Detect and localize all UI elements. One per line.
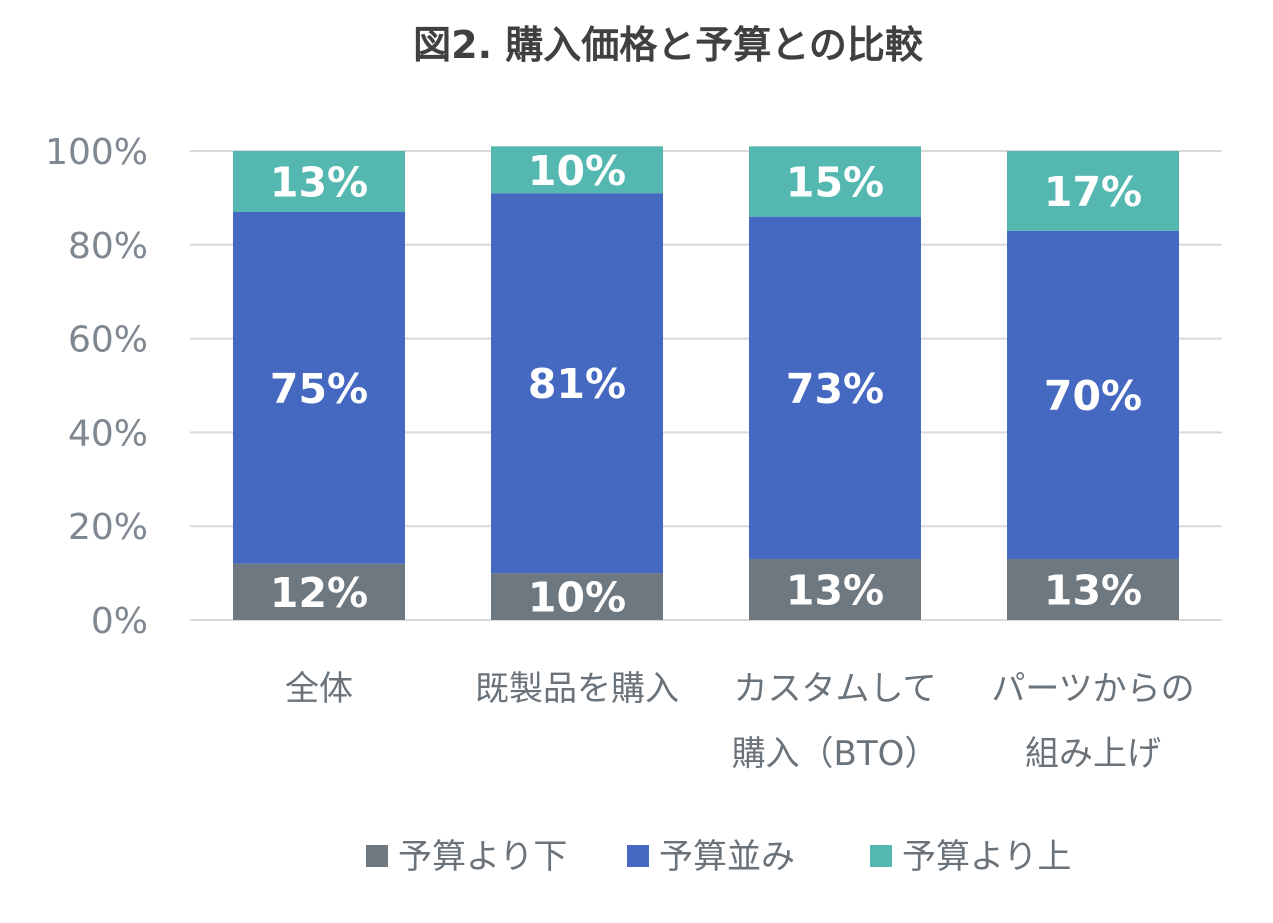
legend-swatch bbox=[627, 845, 649, 867]
x-tick-label: カスタムして bbox=[734, 669, 937, 709]
bar-segment bbox=[233, 563, 405, 620]
data-label: 13% bbox=[786, 567, 884, 615]
data-label: 13% bbox=[1044, 567, 1142, 615]
y-tick-label: 40% bbox=[68, 413, 148, 454]
data-label: 17% bbox=[1044, 168, 1142, 216]
x-tick-label: 購入（BTO） bbox=[732, 734, 939, 774]
x-tick-label: パーツからの bbox=[991, 669, 1194, 709]
legend-swatch bbox=[366, 845, 388, 867]
legend-label: 予算より下 bbox=[398, 837, 567, 877]
bar-segment bbox=[749, 146, 921, 217]
y-tick-label: 100% bbox=[45, 132, 148, 173]
chart-title: 図2. 購入価格と予算との比較 bbox=[413, 23, 924, 67]
y-tick-label: 20% bbox=[68, 507, 148, 548]
bar-segment bbox=[491, 193, 663, 574]
legend: 予算より下 予算並み 予算より上 bbox=[366, 837, 1071, 877]
bars: 12% 75% 13% 10% 81% 10% 13% 73% 15% 13% 70% 17% bbox=[233, 146, 1179, 622]
data-label: 12% bbox=[270, 569, 368, 617]
bar-segment bbox=[491, 146, 663, 194]
data-label: 13% bbox=[270, 158, 368, 206]
y-tick-label: 80% bbox=[68, 226, 148, 267]
y-axis: 0% 20% 40% 60% 80% 100% bbox=[45, 132, 148, 642]
x-tick-label: 既製品を購入 bbox=[475, 669, 679, 709]
bar-segment bbox=[233, 151, 405, 212]
data-label: 15% bbox=[786, 158, 884, 206]
bar-segment bbox=[1007, 230, 1179, 560]
bar-segment bbox=[233, 211, 405, 564]
x-tick-label: 全体 bbox=[285, 669, 353, 709]
data-label: 75% bbox=[270, 365, 368, 413]
bar-segment bbox=[749, 559, 921, 620]
y-tick-label: 0% bbox=[91, 601, 148, 642]
y-tick-label: 60% bbox=[68, 320, 148, 361]
legend-label: 予算より上 bbox=[902, 837, 1071, 877]
data-label: 70% bbox=[1044, 372, 1142, 420]
x-tick-label: 組み上げ bbox=[1025, 734, 1161, 774]
data-label: 73% bbox=[786, 365, 884, 413]
bar-segment bbox=[1007, 559, 1179, 620]
data-label: 81% bbox=[528, 360, 626, 408]
legend-swatch bbox=[870, 845, 892, 867]
bar-segment bbox=[1007, 151, 1179, 231]
data-label: 10% bbox=[528, 574, 626, 622]
legend-label: 予算並み bbox=[659, 837, 795, 877]
bar-segment bbox=[491, 573, 663, 620]
data-label: 10% bbox=[528, 147, 626, 195]
bar-segment bbox=[749, 216, 921, 560]
